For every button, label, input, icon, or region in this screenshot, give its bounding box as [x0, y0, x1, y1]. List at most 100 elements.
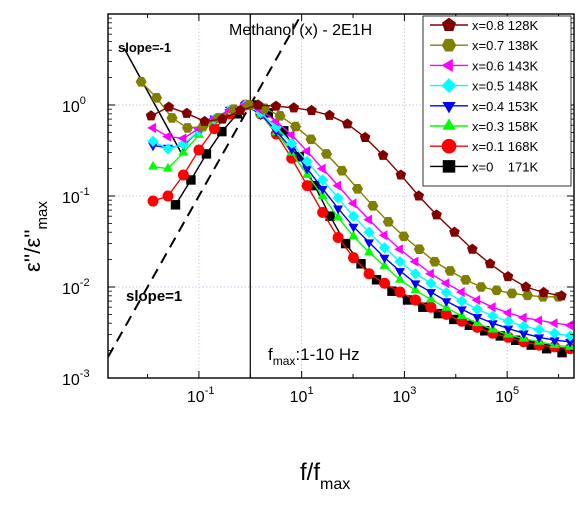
data-point — [363, 214, 372, 225]
data-point — [425, 301, 437, 313]
legend-marker — [441, 138, 457, 154]
legend-entry-label: x=0.4 153K — [472, 99, 538, 114]
x-axis-title: f/fmax — [300, 459, 350, 493]
data-point — [252, 99, 264, 110]
data-point — [425, 293, 436, 303]
legend-marker — [441, 58, 453, 72]
data-point — [394, 256, 406, 268]
data-point — [518, 320, 530, 332]
data-point — [538, 286, 549, 298]
data-point — [533, 324, 545, 336]
data-point — [521, 290, 534, 301]
data-point — [332, 231, 344, 243]
data-point — [208, 123, 220, 135]
data-point — [147, 135, 159, 147]
slope-neg-label: slope=-1 — [118, 40, 171, 55]
data-point — [444, 266, 456, 276]
data-point — [425, 289, 436, 298]
legend-marker — [442, 102, 456, 114]
data-point — [425, 268, 434, 279]
data-point — [274, 111, 286, 121]
data-point — [440, 286, 452, 299]
data-point — [413, 190, 425, 201]
x-tick-label: 101 — [290, 385, 314, 406]
data-point — [471, 303, 483, 315]
data-point — [377, 149, 389, 160]
data-point — [285, 129, 295, 140]
data-point — [502, 271, 514, 282]
data-point — [166, 113, 178, 123]
data-point — [456, 295, 468, 307]
legend-entry-label: x=0.1 168K — [472, 139, 538, 154]
data-point — [409, 294, 421, 306]
data-point — [441, 298, 452, 307]
data-point — [193, 144, 205, 156]
x-axis-title-sub: max — [320, 476, 350, 493]
data-point — [347, 210, 360, 222]
data-point — [548, 327, 561, 339]
legend-marker — [441, 78, 457, 94]
data-point — [379, 277, 391, 289]
data-point — [177, 169, 189, 181]
x-tick-label: 10-1 — [187, 385, 215, 406]
data-point — [162, 131, 171, 142]
data-point — [306, 104, 317, 116]
y-tick-label: 10-1 — [62, 186, 90, 207]
data-point — [351, 183, 364, 194]
data-point — [336, 165, 348, 176]
y-tick-label: 100 — [62, 95, 86, 116]
data-point — [148, 160, 159, 170]
data-point — [378, 230, 388, 241]
data-point — [520, 281, 532, 292]
y-axis-title: ε''/ε''max — [20, 201, 51, 272]
legend-marker — [442, 160, 456, 173]
data-point — [395, 169, 407, 180]
data-point — [301, 180, 313, 192]
data-point — [548, 318, 558, 329]
data-point — [317, 185, 328, 195]
data-point — [467, 243, 478, 254]
tick-labels: 10-1 101 103 105 10-3 10-2 10-1 100 — [62, 95, 519, 406]
data-point — [506, 288, 518, 299]
data-point — [135, 76, 147, 87]
data-point — [162, 190, 174, 202]
data-point — [317, 190, 328, 199]
data-point — [270, 121, 282, 133]
fmax-annotation: fmax:1-10 Hz — [268, 345, 360, 368]
data-point — [181, 107, 193, 118]
slope-pos-line-upper — [256, 14, 303, 93]
data-point — [359, 131, 371, 142]
fmax-annotation-prefix: f — [268, 345, 273, 364]
data-point — [379, 254, 390, 264]
data-point — [199, 115, 210, 126]
data-point — [471, 294, 481, 306]
data-point — [367, 201, 379, 211]
data-point — [317, 174, 329, 186]
data-point — [162, 143, 174, 155]
chart-title: Methanol (x) - 2E1H — [229, 22, 372, 39]
data-point — [333, 205, 344, 215]
data-point — [502, 315, 514, 327]
legend-entry-label: x=0.8 128K — [472, 18, 538, 33]
data-point — [356, 259, 366, 269]
data-point — [486, 302, 496, 313]
data-point — [163, 101, 175, 112]
x-axis-title-main: f/f — [300, 459, 320, 486]
data-point — [502, 307, 512, 318]
data-point — [289, 121, 302, 132]
data-point — [177, 133, 187, 144]
data-point — [491, 285, 503, 296]
data-point — [398, 231, 410, 242]
y-tick-label: 10-2 — [62, 277, 90, 298]
data-point — [145, 110, 157, 121]
data-point — [147, 195, 159, 207]
data-point — [286, 137, 298, 149]
fmax-annotation-sub: max — [273, 354, 296, 368]
x-tick-label: 105 — [495, 385, 519, 406]
data-point — [324, 109, 335, 120]
data-point — [301, 146, 311, 157]
data-point — [409, 268, 422, 280]
data-point — [484, 258, 496, 269]
data-point — [440, 278, 450, 289]
